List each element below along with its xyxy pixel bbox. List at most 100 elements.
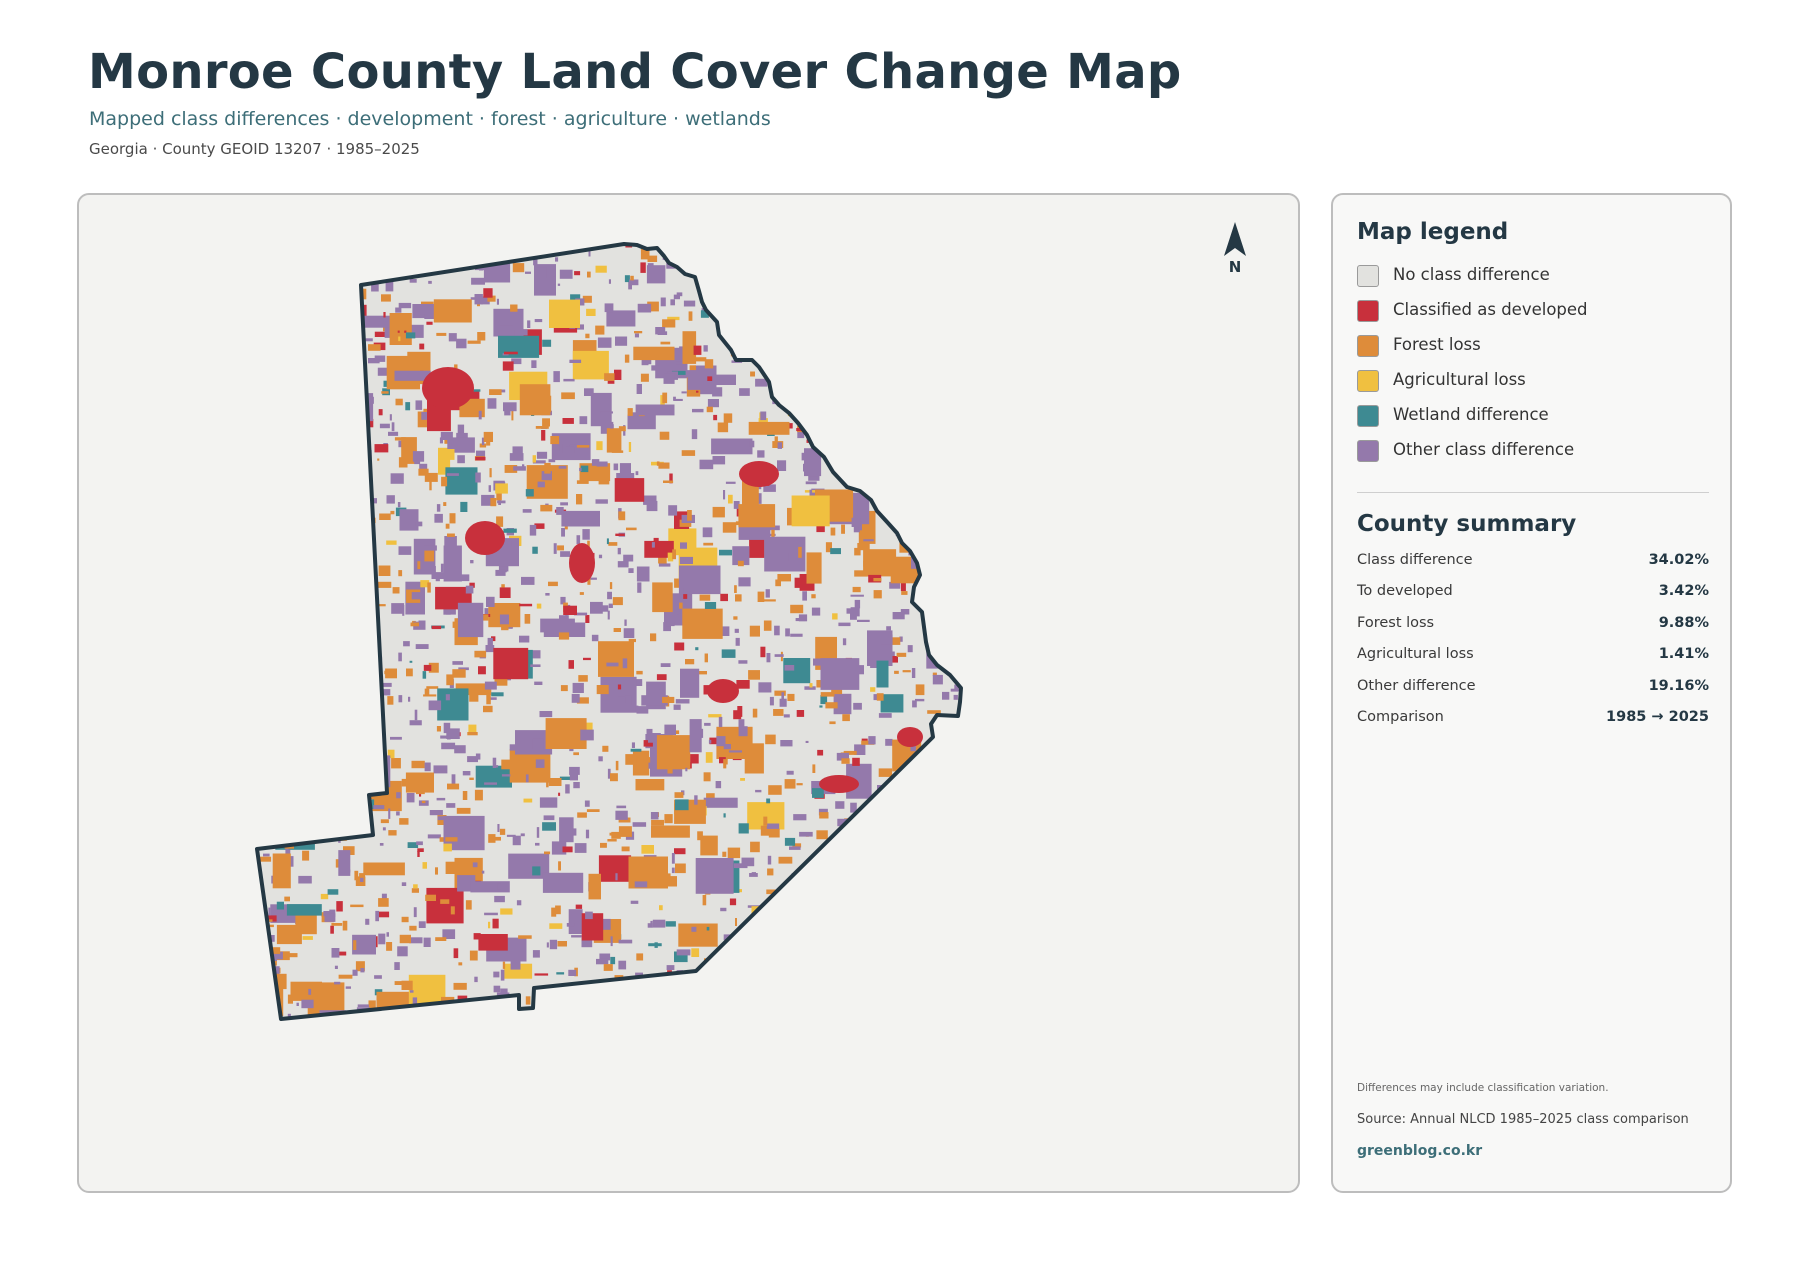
- change-patch: [268, 773, 273, 778]
- change-patch: [556, 972, 565, 975]
- change-patch: [277, 523, 284, 533]
- change-patch: [659, 905, 663, 911]
- change-patch: [569, 359, 582, 363]
- change-patch: [940, 524, 951, 532]
- change-patch: [332, 665, 345, 672]
- change-patch: [257, 782, 292, 811]
- change-patch: [396, 792, 401, 799]
- change-patch: [252, 520, 257, 526]
- change-patch: [942, 975, 955, 980]
- change-patch: [747, 272, 760, 279]
- change-patch: [301, 836, 309, 841]
- change-patch: [370, 1021, 383, 1027]
- change-patch: [843, 750, 857, 755]
- change-patch: [886, 626, 891, 631]
- change-patch: [596, 461, 608, 467]
- change-patch: [490, 940, 501, 946]
- change-patch: [926, 345, 936, 352]
- change-patch: [700, 310, 709, 318]
- change-patch: [271, 539, 274, 545]
- change-patch: [655, 327, 666, 335]
- change-patch: [465, 900, 472, 910]
- change-patch: [294, 470, 310, 483]
- change-patch: [707, 399, 719, 408]
- change-patch: [456, 807, 471, 814]
- change-patch: [924, 543, 931, 550]
- change-patch: [280, 256, 293, 263]
- change-patch: [767, 868, 774, 876]
- change-patch: [260, 659, 269, 667]
- change-patch: [440, 1016, 444, 1019]
- change-patch: [501, 620, 509, 631]
- change-patch: [483, 261, 511, 283]
- change-patch: [337, 635, 342, 645]
- change-patch: [964, 487, 973, 495]
- change-patch: [813, 658, 824, 666]
- change-patch: [532, 866, 541, 876]
- change-patch: [693, 345, 702, 355]
- change-patch: [560, 596, 566, 605]
- change-patch: [534, 1003, 547, 1011]
- change-patch: [500, 988, 508, 993]
- change-patch: [400, 257, 408, 268]
- change-patch: [336, 675, 345, 678]
- change-patch: [874, 396, 878, 404]
- change-patch: [890, 651, 895, 658]
- change-patch: [584, 388, 594, 396]
- change-patch: [576, 480, 589, 484]
- change-patch: [257, 439, 263, 448]
- change-patch: [765, 347, 769, 358]
- change-patch: [557, 283, 561, 286]
- change-patch: [566, 923, 575, 927]
- change-patch: [893, 492, 901, 503]
- change-patch: [558, 861, 561, 871]
- change-patch: [506, 834, 516, 837]
- change-patch: [932, 404, 943, 409]
- change-patch: [652, 919, 666, 928]
- change-patch: [634, 881, 648, 888]
- change-patch: [891, 907, 900, 915]
- change-patch: [939, 332, 953, 335]
- change-patch: [264, 543, 275, 550]
- change-patch: [484, 681, 497, 690]
- change-patch: [496, 492, 502, 501]
- change-patch: [327, 637, 340, 646]
- map-panel[interactable]: [77, 193, 1300, 1193]
- change-patch: [930, 319, 936, 323]
- change-patch: [541, 430, 546, 441]
- change-patch: [400, 1011, 408, 1018]
- change-patch: [555, 905, 561, 915]
- change-patch: [269, 648, 282, 655]
- change-patch: [445, 694, 450, 701]
- change-patch: [405, 332, 416, 339]
- change-patch: [598, 554, 603, 559]
- change-patch: [368, 344, 381, 351]
- change-patch: [905, 1021, 915, 1023]
- site-link[interactable]: greenblog.co.kr: [1357, 1143, 1483, 1159]
- change-patch: [356, 738, 366, 745]
- change-patch: [282, 404, 294, 416]
- change-patch: [498, 562, 507, 573]
- change-patch: [611, 831, 621, 839]
- change-patch: [965, 875, 977, 885]
- change-patch: [705, 752, 713, 763]
- change-patch: [428, 280, 432, 284]
- change-patch: [896, 652, 907, 657]
- change-patch: [803, 361, 818, 386]
- change-patch: [728, 315, 741, 320]
- change-patch: [469, 582, 475, 588]
- change-patch: [914, 293, 922, 300]
- change-patch: [478, 666, 486, 675]
- change-patch: [879, 467, 894, 478]
- county-map[interactable]: [79, 195, 1300, 1193]
- change-patch: [391, 758, 401, 769]
- change-patch: [448, 333, 457, 342]
- change-patch: [856, 827, 868, 834]
- change-patch: [817, 749, 824, 756]
- change-patch: [415, 644, 429, 649]
- change-patch: [666, 965, 675, 970]
- change-patch: [865, 378, 868, 383]
- change-patch: [931, 621, 938, 624]
- change-patch: [419, 792, 422, 797]
- change-patch: [723, 813, 726, 818]
